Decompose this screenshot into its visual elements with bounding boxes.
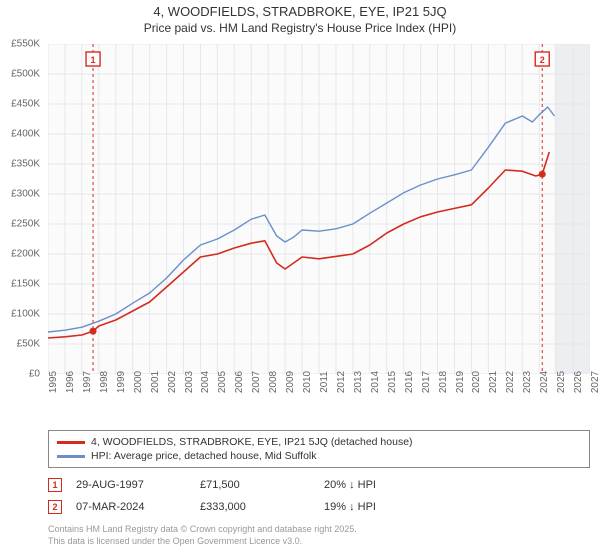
x-tick-label: 1995 bbox=[48, 371, 59, 393]
x-tick-label: 2010 bbox=[302, 371, 313, 393]
marker-badge: 2 bbox=[48, 500, 62, 514]
title-block: 4, WOODFIELDS, STRADBROKE, EYE, IP21 5JQ… bbox=[0, 0, 600, 37]
x-tick-label: 2016 bbox=[404, 371, 415, 393]
table-row: 1 29-AUG-1997 £71,500 20% ↓ HPI bbox=[48, 474, 590, 496]
marker-badge: 1 bbox=[48, 478, 62, 492]
y-tick-label: £500K bbox=[11, 69, 40, 80]
x-axis: 1995199619971998199920002001200220032004… bbox=[48, 378, 590, 428]
x-tick-label: 2020 bbox=[471, 371, 482, 393]
txn-date: 07-MAR-2024 bbox=[76, 501, 186, 513]
y-tick-label: £550K bbox=[11, 39, 40, 50]
y-tick-label: £100K bbox=[11, 309, 40, 320]
x-tick-label: 1998 bbox=[99, 371, 110, 393]
y-tick-label: £400K bbox=[11, 129, 40, 140]
legend: 4, WOODFIELDS, STRADBROKE, EYE, IP21 5JQ… bbox=[48, 430, 590, 468]
y-tick-label: £300K bbox=[11, 189, 40, 200]
x-tick-label: 2025 bbox=[556, 371, 567, 393]
y-tick-label: £450K bbox=[11, 99, 40, 110]
y-tick-label: £200K bbox=[11, 249, 40, 260]
x-tick-label: 2003 bbox=[184, 371, 195, 393]
x-tick-label: 2019 bbox=[455, 371, 466, 393]
x-tick-label: 2011 bbox=[319, 371, 330, 393]
x-tick-label: 2027 bbox=[590, 371, 600, 393]
x-tick-label: 2005 bbox=[217, 371, 228, 393]
chart-svg: 12 bbox=[48, 44, 590, 374]
legend-label: HPI: Average price, detached house, Mid … bbox=[91, 450, 317, 462]
x-tick-label: 2000 bbox=[133, 371, 144, 393]
txn-price: £333,000 bbox=[200, 501, 310, 513]
x-tick-label: 2006 bbox=[234, 371, 245, 393]
svg-text:1: 1 bbox=[91, 55, 96, 65]
txn-delta: 19% ↓ HPI bbox=[324, 501, 434, 513]
legend-label: 4, WOODFIELDS, STRADBROKE, EYE, IP21 5JQ… bbox=[91, 436, 413, 448]
footnote-line: Contains HM Land Registry data © Crown c… bbox=[48, 524, 590, 536]
legend-swatch bbox=[57, 441, 85, 444]
txn-date: 29-AUG-1997 bbox=[76, 479, 186, 491]
x-tick-label: 2004 bbox=[200, 371, 211, 393]
footnote-line: This data is licensed under the Open Gov… bbox=[48, 536, 590, 548]
legend-item: HPI: Average price, detached house, Mid … bbox=[57, 449, 581, 463]
title-subtitle: Price paid vs. HM Land Registry's House … bbox=[10, 21, 590, 35]
x-tick-label: 2001 bbox=[150, 371, 161, 393]
y-tick-label: £350K bbox=[11, 159, 40, 170]
x-tick-label: 2021 bbox=[488, 371, 499, 393]
x-tick-label: 2008 bbox=[268, 371, 279, 393]
txn-delta: 20% ↓ HPI bbox=[324, 479, 434, 491]
x-tick-label: 2026 bbox=[573, 371, 584, 393]
x-tick-label: 2014 bbox=[370, 371, 381, 393]
x-tick-label: 2007 bbox=[251, 371, 262, 393]
x-tick-label: 1999 bbox=[116, 371, 127, 393]
x-tick-label: 2002 bbox=[167, 371, 178, 393]
table-row: 2 07-MAR-2024 £333,000 19% ↓ HPI bbox=[48, 496, 590, 518]
transaction-table: 1 29-AUG-1997 £71,500 20% ↓ HPI 2 07-MAR… bbox=[48, 474, 590, 518]
legend-item: 4, WOODFIELDS, STRADBROKE, EYE, IP21 5JQ… bbox=[57, 435, 581, 449]
txn-price: £71,500 bbox=[200, 479, 310, 491]
x-tick-label: 2015 bbox=[387, 371, 398, 393]
x-tick-label: 2012 bbox=[336, 371, 347, 393]
x-tick-label: 1996 bbox=[65, 371, 76, 393]
x-tick-label: 2023 bbox=[522, 371, 533, 393]
svg-text:2: 2 bbox=[540, 55, 545, 65]
y-tick-label: £50K bbox=[17, 339, 40, 350]
y-tick-label: £0 bbox=[29, 369, 40, 380]
title-address: 4, WOODFIELDS, STRADBROKE, EYE, IP21 5JQ bbox=[10, 4, 590, 19]
x-tick-label: 1997 bbox=[82, 371, 93, 393]
footnote: Contains HM Land Registry data © Crown c… bbox=[48, 524, 590, 547]
x-tick-label: 2024 bbox=[539, 371, 550, 393]
legend-swatch bbox=[57, 455, 85, 458]
y-axis: £0£50K£100K£150K£200K£250K£300K£350K£400… bbox=[0, 44, 44, 374]
chart-area: 12 bbox=[48, 44, 590, 374]
y-tick-label: £250K bbox=[11, 219, 40, 230]
chart-container: 4, WOODFIELDS, STRADBROKE, EYE, IP21 5JQ… bbox=[0, 0, 600, 560]
x-tick-label: 2017 bbox=[421, 371, 432, 393]
y-tick-label: £150K bbox=[11, 279, 40, 290]
x-tick-label: 2013 bbox=[353, 371, 364, 393]
x-tick-label: 2022 bbox=[505, 371, 516, 393]
x-tick-label: 2018 bbox=[438, 371, 449, 393]
x-tick-label: 2009 bbox=[285, 371, 296, 393]
